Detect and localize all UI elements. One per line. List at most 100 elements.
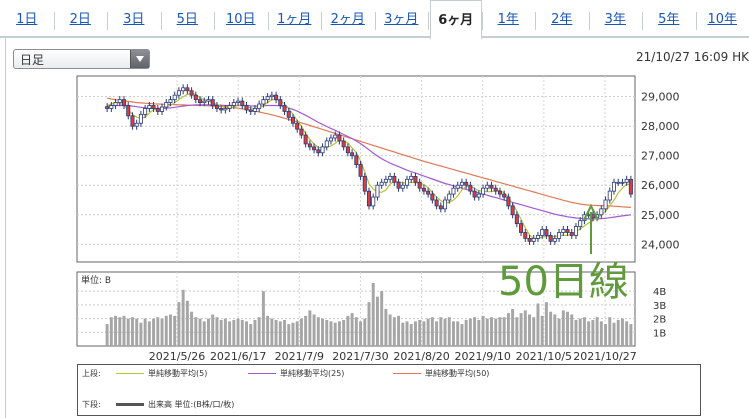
volume-bar [295,321,299,346]
volume-bar [354,317,358,346]
candle-body [523,232,528,239]
volume-bar [342,319,346,346]
candle-body [405,178,410,186]
tab-11[interactable]: 3年 [604,12,626,27]
candle-body [371,196,376,207]
candle-body [274,94,279,101]
candle-body [244,105,249,111]
candle-body [350,152,355,157]
candle-body [544,229,549,236]
candle-body [282,105,287,112]
tab-10[interactable]: 2年 [551,12,573,27]
volume-bar [118,317,122,346]
candle-body [506,196,511,207]
candle-body [257,103,262,109]
tab-13[interactable]: 10年 [707,12,738,27]
candle-body [540,229,545,236]
tab-3[interactable]: 5日 [176,12,198,27]
candle-body [383,178,388,183]
candle-body [236,100,241,103]
volume-bar [519,313,523,346]
candle-body [573,226,578,236]
candle-body [366,190,372,207]
candle-body [358,164,363,177]
legend-lower-row: 下段: 出来高 単位:(B株/口/枚) [82,399,234,410]
volume-bar [591,319,595,346]
volume-tick-label: 2B [653,315,666,326]
price-tick-label: 24,000 [641,238,680,251]
candle-body [438,205,443,210]
volume-bar [473,317,477,346]
candle-body [117,99,122,103]
candle-body [514,214,519,225]
candle-body [603,199,608,210]
volume-bar [253,319,257,346]
candle-body [210,99,215,106]
volume-bar [566,311,570,346]
price-tick-label: 25,000 [641,209,680,222]
candle-body [421,187,426,192]
tab-separator [54,12,55,30]
candle-body [252,108,257,112]
chevron-down-icon[interactable] [130,50,149,68]
tab-1[interactable]: 2日 [69,12,91,27]
candle-body [472,190,477,198]
volume-bar [544,302,548,346]
ma25-line [107,104,631,220]
volume-bar [329,321,333,346]
volume-bar [401,322,405,346]
candle-body [109,105,114,109]
volume-bar [190,311,194,346]
volume-bar [363,318,367,346]
tab-8[interactable]: 6ヶ月 [430,0,482,40]
legend-swatch-ma25 [248,373,276,374]
candle-body [476,193,481,198]
tab-4[interactable]: 10日 [225,12,256,27]
candle-body [527,237,532,242]
legend-item-ma50: 単純移動平均(50) [387,368,489,379]
volume-unit-label: 単位: B [81,274,111,286]
volume-bar [122,315,126,346]
candle-body [261,99,266,105]
candle-body [269,94,274,98]
candle-body [181,87,186,92]
tab-5[interactable]: 1ヶ月 [277,12,312,27]
tab-7[interactable]: 3ヶ月 [384,12,419,27]
candle-body [143,108,148,115]
tab-0[interactable]: 1日 [16,12,38,27]
candle-body [155,108,160,112]
volume-bar [270,318,274,346]
legend-item-ma25: 単純移動平均(25) [242,368,344,379]
volume-bar [312,314,316,346]
volume-bar [506,313,510,346]
tab-12[interactable]: 5年 [658,12,680,27]
candle-body [307,143,312,148]
candle-body [459,181,464,186]
tab-separator [161,12,162,30]
volume-bar [316,317,320,346]
candle-body [337,134,342,142]
volume-bar [405,321,409,346]
date-tick-label: 2021/6/17 [210,350,266,363]
volume-bar [549,311,553,346]
legend-lower-label: 下段: [82,400,101,409]
candle-body [599,208,604,216]
tab-6[interactable]: 2ヶ月 [330,12,365,27]
candle-body [481,187,486,195]
candle-body [620,181,625,184]
legend-upper-row: 上段: 単純移動平均(5) 単純移動平均(25) 単純移動平均(50) [82,368,489,379]
candle-body [379,181,384,186]
volume-bar [392,317,396,346]
tab-2[interactable]: 3日 [123,12,145,27]
candle-body [206,99,211,102]
date-tick-label: 2021/8/20 [393,350,449,363]
candle-body [489,184,494,189]
volume-bar [477,319,481,346]
volume-bar [181,289,185,346]
volume-bar [587,321,591,346]
tab-9[interactable]: 1年 [497,12,519,27]
period-select[interactable]: 日足 [13,49,150,69]
annotation-arrowhead [583,203,599,221]
candle-body [172,94,177,101]
candle-body [434,199,439,207]
